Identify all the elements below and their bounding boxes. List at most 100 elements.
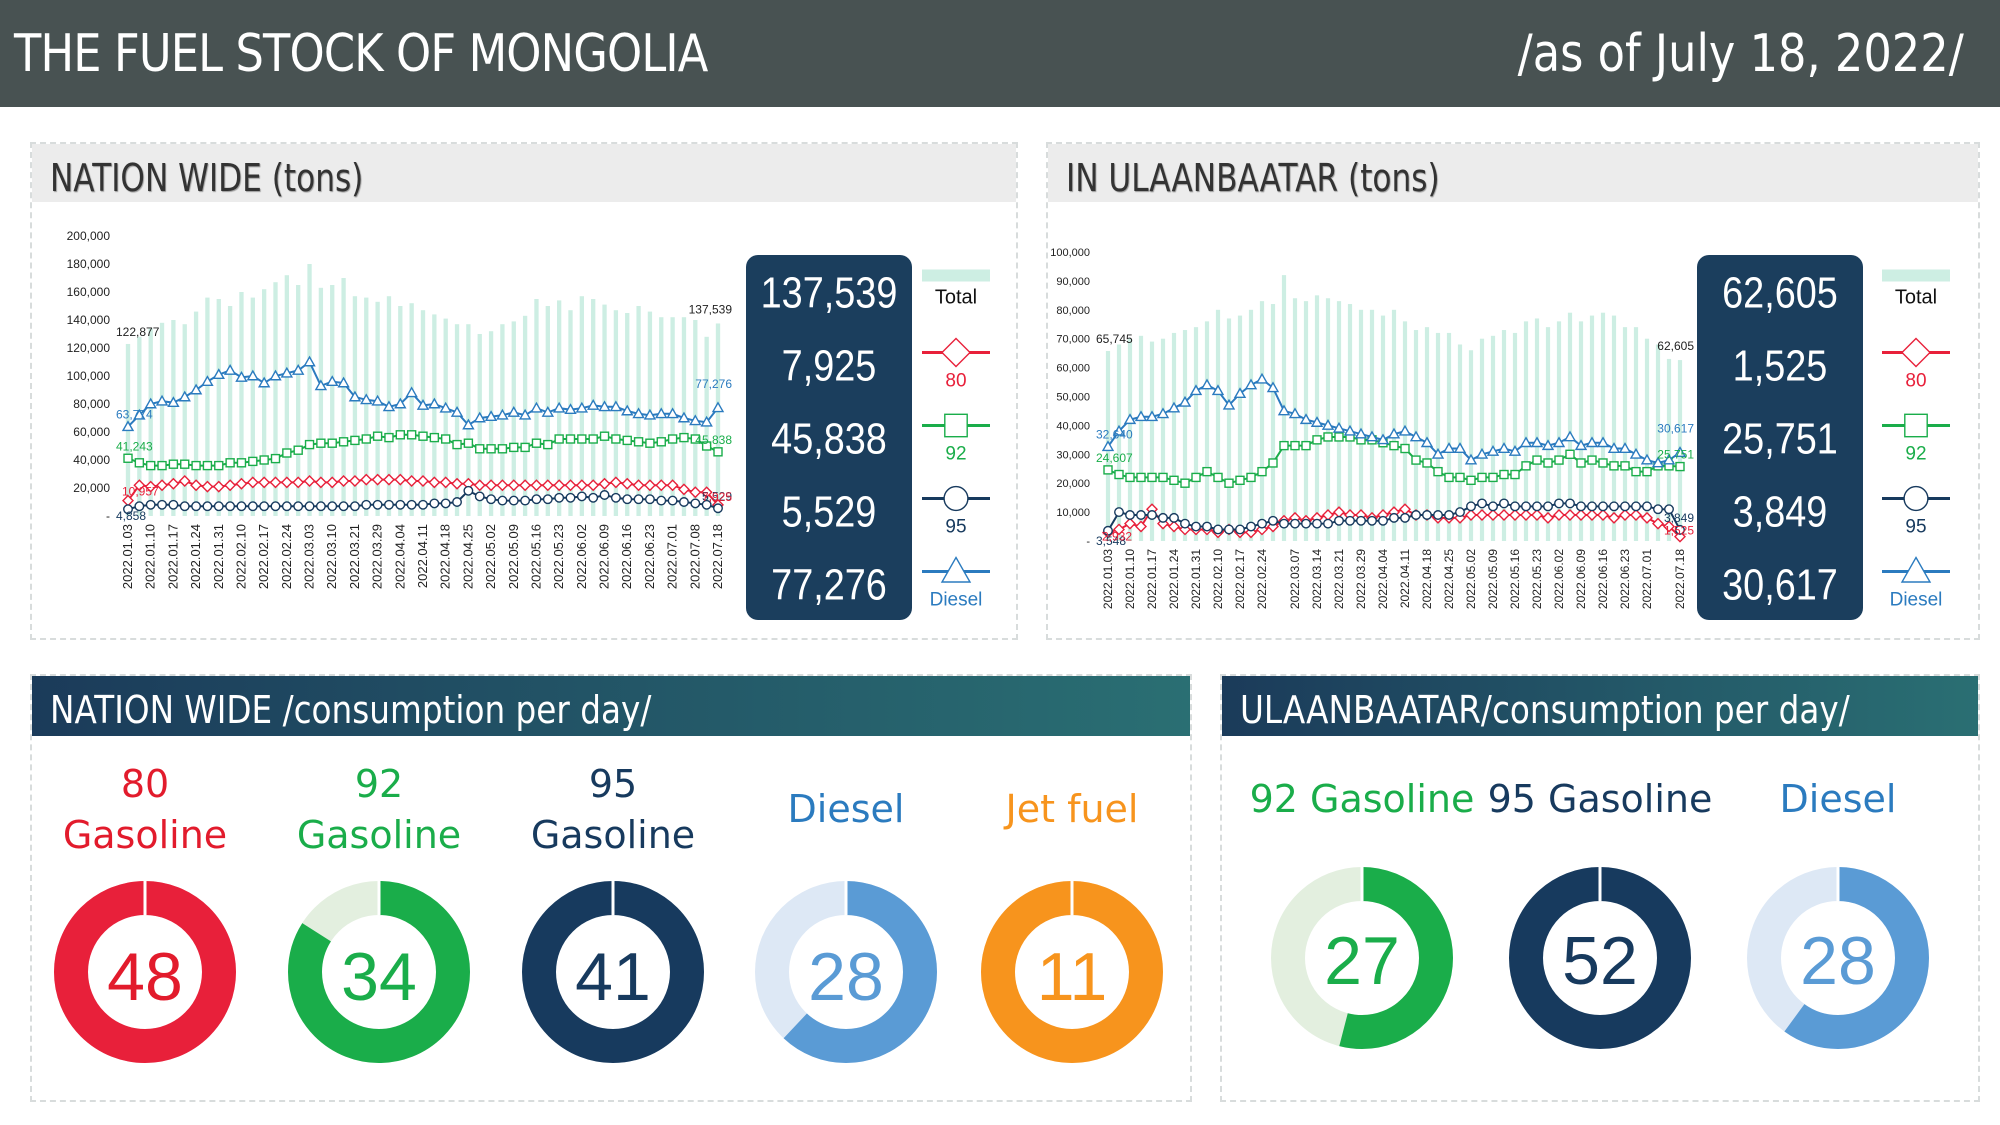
legend-marker bbox=[1903, 485, 1929, 512]
series-point-95 bbox=[508, 495, 519, 506]
series-point-92 bbox=[440, 434, 451, 444]
legend-label: 80 bbox=[945, 371, 966, 392]
series-point-95 bbox=[191, 501, 202, 512]
series-point-diesel bbox=[473, 411, 486, 423]
series-point-diesel bbox=[711, 401, 725, 413]
series-point-diesel bbox=[655, 407, 668, 419]
series-point-80 bbox=[677, 483, 690, 496]
legend-total-swatch bbox=[922, 269, 990, 282]
ub-consumption-title: ULAANBAATAR/consumption per day/ bbox=[1240, 688, 1850, 732]
series-point-92 bbox=[282, 448, 292, 458]
series-point-92 bbox=[1620, 461, 1630, 471]
series-point-95 bbox=[384, 499, 394, 510]
series-point-95 bbox=[372, 499, 383, 510]
series-point-95 bbox=[1301, 518, 1311, 529]
series-point-95 bbox=[293, 501, 304, 512]
series-point-92 bbox=[1499, 469, 1509, 480]
series-point-95 bbox=[1400, 512, 1410, 523]
series-point-diesel bbox=[1376, 433, 1390, 445]
page-title: THE FUEL STOCK OF MONGOLIA bbox=[14, 24, 708, 84]
series-point-diesel bbox=[1662, 453, 1676, 465]
fuel80-last-label: 1,525 bbox=[1664, 524, 1694, 538]
series-point-95 bbox=[1169, 512, 1179, 523]
series-point-80 bbox=[700, 486, 713, 499]
total-bar bbox=[409, 303, 414, 516]
series-point-95 bbox=[1158, 512, 1168, 523]
series-point-95 bbox=[486, 494, 497, 505]
series-point-diesel bbox=[1497, 442, 1511, 453]
series-point-80 bbox=[235, 477, 248, 490]
series-point-92 bbox=[599, 431, 610, 441]
series-point-95 bbox=[622, 494, 633, 505]
series-point-diesel bbox=[1541, 439, 1555, 451]
series-point-80 bbox=[258, 476, 271, 489]
fuel92-first-label: 24,607 bbox=[1096, 451, 1133, 465]
series-point-92 bbox=[372, 431, 383, 441]
series-point-92 bbox=[1213, 472, 1223, 483]
series-point-92 bbox=[293, 445, 303, 455]
fuel92-last-label: 25,751 bbox=[1657, 448, 1694, 462]
series-point-diesel bbox=[1189, 384, 1203, 396]
total-bar bbox=[1270, 304, 1276, 541]
series-point-diesel bbox=[1398, 424, 1412, 436]
series-point-92 bbox=[180, 459, 190, 469]
x-tick-label: 2022.07.01 bbox=[665, 524, 680, 589]
x-tick-label: 2022.03.21 bbox=[1332, 549, 1346, 609]
series-point-92 bbox=[1191, 472, 1201, 483]
series-point-80 bbox=[269, 476, 282, 489]
total-bar bbox=[1479, 338, 1485, 541]
series-point-95 bbox=[1576, 501, 1586, 512]
series-point-95 bbox=[1356, 515, 1366, 526]
series-point-95 bbox=[1213, 524, 1223, 535]
series-point-80 bbox=[292, 476, 305, 489]
series-point-95 bbox=[213, 501, 224, 512]
series-point-diesel bbox=[257, 376, 271, 388]
series-point-diesel bbox=[291, 363, 305, 375]
series-point-95 bbox=[1246, 521, 1256, 532]
total-bar bbox=[318, 287, 324, 516]
series-point-92 bbox=[429, 432, 440, 443]
total-bar bbox=[364, 297, 369, 516]
total-bar bbox=[432, 314, 437, 516]
series-point-80 bbox=[1663, 520, 1675, 533]
series-point-95 bbox=[1136, 510, 1146, 520]
series-point-95 bbox=[145, 499, 156, 510]
series-point-95 bbox=[1224, 524, 1234, 535]
legend-label: 92 bbox=[1905, 444, 1926, 465]
series-point-diesel bbox=[1651, 456, 1665, 468]
x-tick-label: 2022.01.24 bbox=[1167, 549, 1181, 609]
series-point-80 bbox=[1509, 509, 1521, 521]
series-point-95 bbox=[1334, 515, 1344, 526]
series-point-92 bbox=[1224, 478, 1234, 488]
series-point-92 bbox=[338, 437, 349, 447]
series-point-80 bbox=[348, 475, 361, 487]
series-point-diesel bbox=[269, 369, 282, 381]
x-tick-label: 2022.06.23 bbox=[1618, 549, 1632, 609]
total-bar bbox=[352, 296, 358, 516]
x-tick-label: 2022.07.01 bbox=[1640, 549, 1654, 609]
legend-label: 95 bbox=[1905, 517, 1926, 538]
series-point-92 bbox=[361, 434, 371, 444]
fuel95-last-label: 5,529 bbox=[702, 489, 732, 503]
x-tick-label: 2022.01.17 bbox=[1145, 549, 1159, 609]
x-tick-label: 2022.04.11 bbox=[1398, 549, 1412, 608]
total-bar bbox=[137, 336, 142, 516]
donut-value: 27 bbox=[1324, 923, 1400, 999]
series-point-95 bbox=[1312, 518, 1322, 529]
total-bar bbox=[239, 292, 244, 516]
summary-box bbox=[746, 255, 912, 620]
summary-box bbox=[1697, 255, 1863, 620]
total-bar bbox=[1336, 301, 1342, 541]
series-point-95 bbox=[1422, 510, 1432, 520]
series-point-92 bbox=[1609, 461, 1619, 471]
x-tick-label: 2022.06.09 bbox=[1574, 549, 1588, 609]
series-point-92 bbox=[1587, 455, 1597, 465]
series-point-92 bbox=[1543, 458, 1553, 468]
series-point-92 bbox=[622, 435, 632, 446]
series-point-80 bbox=[485, 479, 498, 492]
series-point-80 bbox=[428, 476, 441, 489]
series-point-92 bbox=[1455, 472, 1465, 483]
series-point-diesel bbox=[621, 404, 634, 416]
series-point-diesel bbox=[484, 410, 498, 422]
series-point-95 bbox=[281, 501, 292, 512]
